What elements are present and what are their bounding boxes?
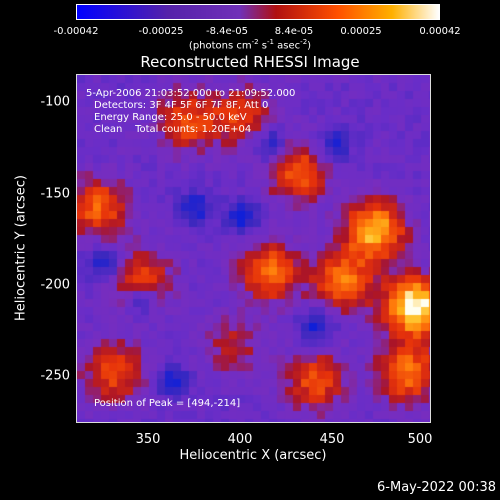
colorbar [76,4,440,20]
x-tick-label: 450 [319,432,345,447]
y-tick-label: -200 [40,277,70,293]
peak-position-text: Position of Peak = [494,-214] [94,398,241,409]
x-axis-label: Heliocentric X (arcsec) [179,448,327,463]
colorbar-tick: 0.00042 [419,26,461,37]
colorbar-units-label: (photons cm-2 s-1 asec-2) [188,38,312,52]
clean-counts-text: Clean Total counts: 1.20E+04 [94,124,252,135]
x-tick-label: 350 [135,432,161,447]
colorbar-tick: -0.00025 [138,26,184,37]
y-tick-label: -100 [40,94,70,110]
y-axis-label: Heliocentric Y (arcsec) [13,175,29,321]
x-tick-label: 500 [407,432,433,447]
x-tick-label: 400 [227,432,253,447]
colorbar-tick: 0.00025 [340,26,382,37]
heatmap-image [77,75,430,422]
plot-frame [76,74,431,423]
detectors-text: Detectors: 3F 4F 5F 6F 7F 8F, Att 0 [94,100,269,111]
y-tick-label: -250 [40,368,70,384]
time-range-text: 5-Apr-2006 21:03:52.000 to 21:09:52.000 [86,88,296,99]
energy-range-text: Energy Range: 25.0 - 50.0 keV [94,112,247,123]
timestamp: 6-May-2022 00:38 [377,480,496,495]
y-tick-label: -150 [40,186,70,202]
chart-title: Reconstructed RHESSI Image [140,53,360,71]
colorbar-tick: 8.4e-05 [274,26,314,37]
colorbar-tick: -8.4e-05 [206,26,248,37]
colorbar-tick: -0.00042 [53,26,99,37]
